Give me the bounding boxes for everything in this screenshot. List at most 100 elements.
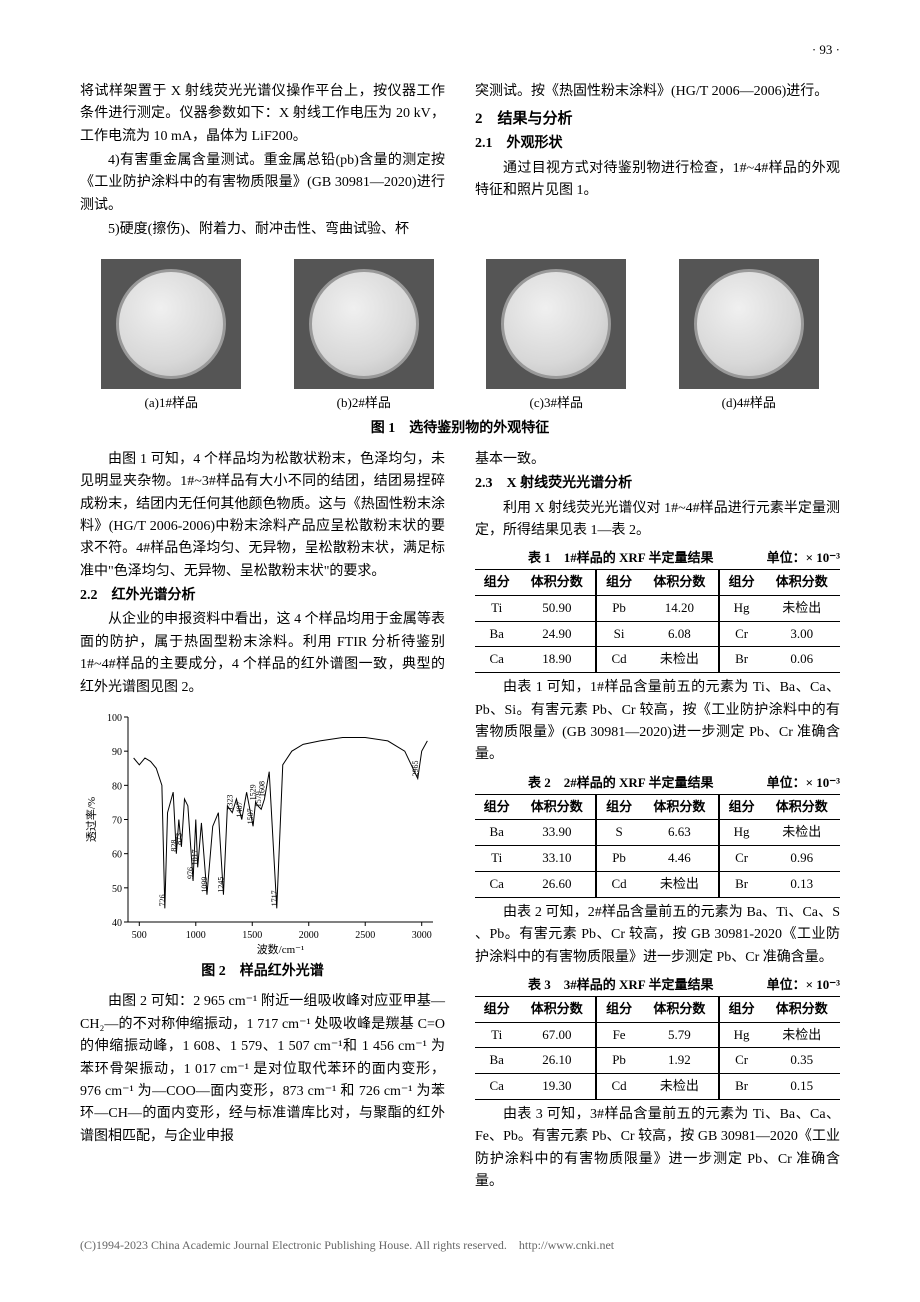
table-cell: 6.63 bbox=[641, 820, 719, 846]
para: 通过目视方式对待鉴别物进行检查，1#~4#样品的外观特征和照片见图 1。 bbox=[475, 158, 840, 203]
figure-1-title: 图 1 选待鉴别物的外观特征 bbox=[80, 418, 840, 440]
table-header: 组分 bbox=[719, 570, 764, 596]
sample-caption: (b)2#样品 bbox=[294, 393, 434, 414]
table-cell: Pb bbox=[596, 595, 641, 621]
table-cell: Si bbox=[596, 621, 641, 647]
sample-photo bbox=[486, 259, 626, 389]
table-cell: Ti bbox=[475, 595, 518, 621]
para: 由表 2 可知，2#样品含量前五的元素为 Ba、Ti、Ca、S 、Pb。有害元素… bbox=[475, 902, 840, 969]
table-header: 体积分数 bbox=[641, 794, 719, 820]
mid-right-col: 基本一致。 2.3 X 射线荧光光谱分析 利用 X 射线荧光光谱仪对 1#~4#… bbox=[475, 449, 840, 1196]
sample-caption: (d)4#样品 bbox=[679, 393, 819, 414]
svg-text:90: 90 bbox=[112, 747, 122, 758]
table-cell: Pb bbox=[596, 1048, 641, 1074]
table-header: 组分 bbox=[596, 996, 641, 1022]
table-cell: Ca bbox=[475, 872, 518, 898]
table-cell: 1.92 bbox=[641, 1048, 719, 1074]
svg-text:1099: 1099 bbox=[199, 877, 208, 893]
table-cell: Cr bbox=[719, 621, 764, 647]
table-cell: 33.90 bbox=[518, 820, 596, 846]
para: 突测试。按《热固性粉末涂料》(HG/T 2006—2006)进行。 bbox=[475, 81, 840, 103]
table-cell: Ca bbox=[475, 1074, 518, 1100]
svg-text:976: 976 bbox=[186, 867, 195, 879]
table-cell: Cd bbox=[596, 872, 641, 898]
table-cell: 未检出 bbox=[763, 820, 840, 846]
table-cell: 26.60 bbox=[518, 872, 596, 898]
unit-label: 单位：× 10⁻³ bbox=[767, 548, 840, 569]
table-cell: 67.00 bbox=[518, 1022, 596, 1048]
table-header: 体积分数 bbox=[518, 996, 596, 1022]
xrf-table-1: 组分体积分数组分体积分数组分体积分数Ti50.90Pb14.20Hg未检出Ba2… bbox=[475, 569, 840, 673]
para: 由表 1 可知，1#样品含量前五的元素为 Ti、Ba、Ca、Pb、Si。有害元素… bbox=[475, 677, 840, 767]
table-cell: 33.10 bbox=[518, 846, 596, 872]
para: 4)有害重金属含量测试。重金属总铅(pb)含量的测定按《工业防护涂料中的有害物质… bbox=[80, 150, 445, 217]
table-cell: 未检出 bbox=[763, 1022, 840, 1048]
svg-text:100: 100 bbox=[107, 713, 122, 724]
svg-text:726: 726 bbox=[157, 894, 166, 906]
table-header: 体积分数 bbox=[641, 996, 719, 1022]
svg-text:1507: 1507 bbox=[246, 808, 255, 824]
subsection-heading: 2.1 外观形状 bbox=[475, 133, 840, 155]
table-cell: 未检出 bbox=[641, 872, 719, 898]
sample-3: (c)3#样品 bbox=[486, 259, 626, 414]
table-header: 组分 bbox=[719, 996, 764, 1022]
svg-text:2965: 2965 bbox=[410, 761, 419, 777]
table-cell: Fe bbox=[596, 1022, 641, 1048]
table-cell: 0.06 bbox=[763, 647, 840, 673]
xrf-table-2: 组分体积分数组分体积分数组分体积分数Ba33.90S6.63Hg未检出Ti33.… bbox=[475, 794, 840, 898]
sample-1: (a)1#样品 bbox=[101, 259, 241, 414]
table-cell: 4.46 bbox=[641, 846, 719, 872]
sample-photo bbox=[101, 259, 241, 389]
svg-text:873: 873 bbox=[174, 833, 183, 845]
table-header: 体积分数 bbox=[763, 570, 840, 596]
table-cell: Ti bbox=[475, 846, 518, 872]
table-cell: 19.30 bbox=[518, 1074, 596, 1100]
svg-text:1245: 1245 bbox=[216, 877, 225, 893]
table-cell: 0.96 bbox=[763, 846, 840, 872]
table-header: 体积分数 bbox=[763, 996, 840, 1022]
caption-text: 表 2 2#样品的 XRF 半定量结果 bbox=[475, 773, 767, 794]
table-cell: Ca bbox=[475, 647, 518, 673]
sample-photo bbox=[679, 259, 819, 389]
table-cell: 26.10 bbox=[518, 1048, 596, 1074]
table-cell: 24.90 bbox=[518, 621, 596, 647]
para: 由表 3 可知，3#样品含量前五的元素为 Ti、Ba、Ca、Fe、Pb。有害元素… bbox=[475, 1104, 840, 1194]
table-cell: Ba bbox=[475, 621, 518, 647]
para: 由图 2 可知：2 965 cm⁻¹ 附近一组吸收峰对应亚甲基—CH₂—的不对称… bbox=[80, 991, 445, 1148]
table-cell: Ba bbox=[475, 1048, 518, 1074]
table-cell: Br bbox=[719, 1074, 764, 1100]
table-cell: 未检出 bbox=[763, 595, 840, 621]
table-header: 组分 bbox=[475, 794, 518, 820]
para: 由图 1 可知，4 个样品均为松散状粉末，色泽均匀，未见明显夹杂物。1#~3#样… bbox=[80, 449, 445, 583]
svg-text:2500: 2500 bbox=[355, 930, 375, 941]
sample-4: (d)4#样品 bbox=[679, 259, 819, 414]
table-cell: 14.20 bbox=[641, 595, 719, 621]
unit-label: 单位：× 10⁻³ bbox=[767, 773, 840, 794]
caption-text: 表 3 3#样品的 XRF 半定量结果 bbox=[475, 975, 767, 996]
svg-text:500: 500 bbox=[131, 930, 146, 941]
table-cell: 0.13 bbox=[763, 872, 840, 898]
svg-text:1500: 1500 bbox=[242, 930, 262, 941]
svg-text:80: 80 bbox=[112, 781, 122, 792]
table-header: 体积分数 bbox=[641, 570, 719, 596]
table-cell: Cd bbox=[596, 1074, 641, 1100]
para: 利用 X 射线荧光光谱仪对 1#~4#样品进行元素半定量测定，所得结果见表 1—… bbox=[475, 498, 840, 543]
table-cell: 0.35 bbox=[763, 1048, 840, 1074]
table-cell: Br bbox=[719, 647, 764, 673]
table-cell: 5.79 bbox=[641, 1022, 719, 1048]
sample-photo bbox=[294, 259, 434, 389]
sample-2: (b)2#样品 bbox=[294, 259, 434, 414]
table-header: 组分 bbox=[475, 570, 518, 596]
table-cell: Br bbox=[719, 872, 764, 898]
table-cell: 18.90 bbox=[518, 647, 596, 673]
svg-text:1407: 1407 bbox=[234, 802, 243, 818]
para: 将试样架置于 X 射线荧光光谱仪操作平台上，按仪器工作条件进行测定。仪器参数如下… bbox=[80, 81, 445, 148]
top-left-col: 将试样架置于 X 射线荧光光谱仪操作平台上，按仪器工作条件进行测定。仪器参数如下… bbox=[80, 81, 445, 244]
top-right-col: 突测试。按《热固性粉末涂料》(HG/T 2006—2006)进行。 2 结果与分… bbox=[475, 81, 840, 244]
table-header: 组分 bbox=[475, 996, 518, 1022]
mid-left-col: 由图 1 可知，4 个样品均为松散状粉末，色泽均匀，未见明显夹杂物。1#~3#样… bbox=[80, 449, 445, 1196]
caption-text: 表 1 1#样品的 XRF 半定量结果 bbox=[475, 548, 767, 569]
xrf-table-3: 组分体积分数组分体积分数组分体积分数Ti67.00Fe5.79Hg未检出Ba26… bbox=[475, 996, 840, 1100]
table-header: 体积分数 bbox=[518, 570, 596, 596]
table-1-caption: 表 1 1#样品的 XRF 半定量结果 单位：× 10⁻³ bbox=[475, 548, 840, 569]
